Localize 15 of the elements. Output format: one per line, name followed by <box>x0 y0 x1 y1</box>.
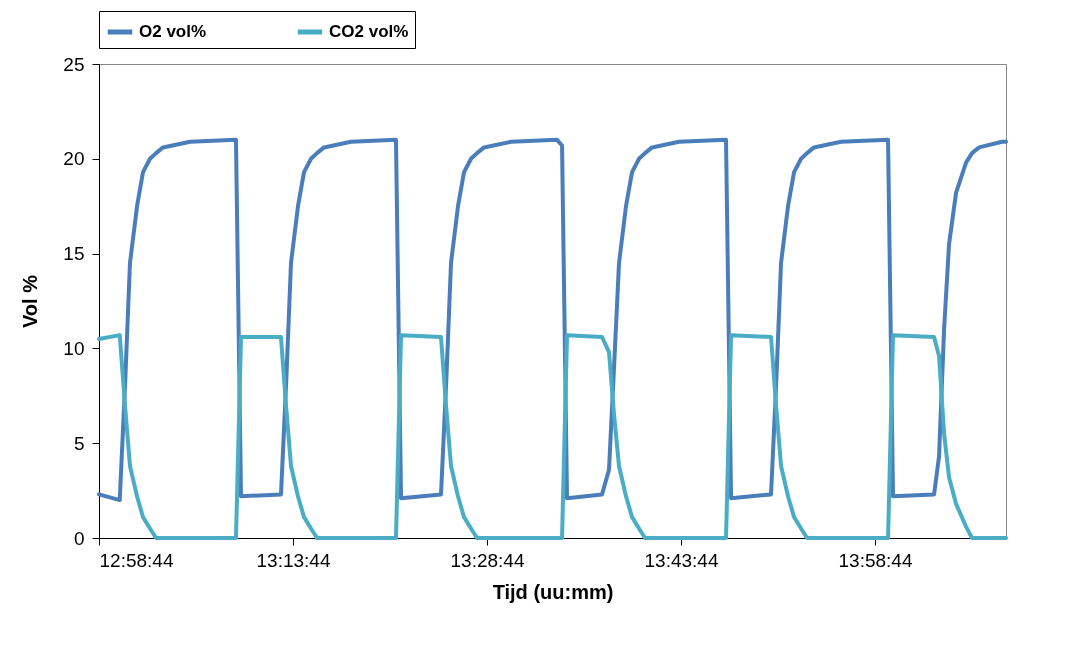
y-tick-label: 25 <box>63 53 85 75</box>
y-tick-label: 20 <box>63 148 85 170</box>
y-axis-title: Vol % <box>19 274 42 328</box>
x-tick-label: 12:58:44 <box>99 549 174 571</box>
x-axis-title: Tijd (uu:mm) <box>492 580 614 603</box>
x-tick-label: 13:28:44 <box>450 549 525 571</box>
x-tick-label: 13:58:44 <box>838 549 913 571</box>
x-tick-label: 13:13:44 <box>256 549 331 571</box>
y-tick-label: 5 <box>73 432 85 454</box>
legend-label: CO2 vol% <box>329 22 409 41</box>
y-tick-label: 0 <box>73 527 85 549</box>
x-tick-label: 13:43:44 <box>644 549 719 571</box>
y-tick-label: 10 <box>63 337 85 359</box>
y-tick-label: 15 <box>63 243 85 265</box>
legend-label: O2 vol% <box>139 22 207 41</box>
